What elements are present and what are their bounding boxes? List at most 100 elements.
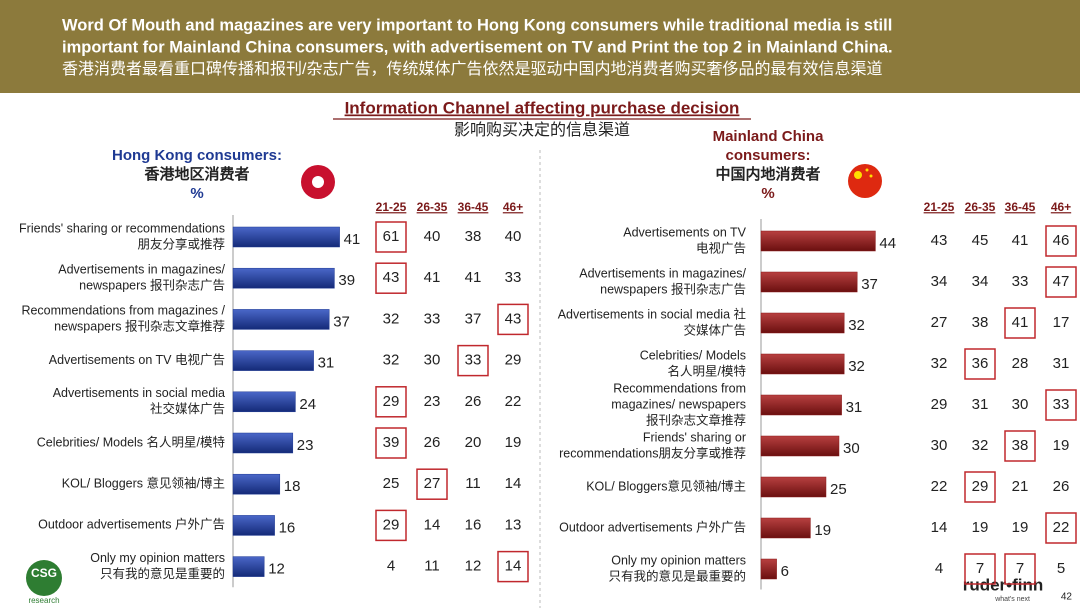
age-value: 34 xyxy=(972,273,989,290)
highlight-box xyxy=(375,221,407,253)
category-label: Advertisements in magazines/ xyxy=(579,266,746,280)
hk-flag xyxy=(301,165,335,199)
category-label: Celebrities/ Models 名人明星/模特 xyxy=(37,434,225,449)
age-value: 33 xyxy=(424,310,441,327)
bar xyxy=(232,350,314,371)
highlight-box xyxy=(375,427,407,459)
category-label: magazines/ newspapers xyxy=(611,397,746,411)
age-value: 26 xyxy=(465,393,482,410)
bar xyxy=(232,267,335,289)
age-value: 38 xyxy=(1012,437,1029,454)
age-value: 21 xyxy=(1012,478,1029,495)
value-label: 32 xyxy=(848,317,865,334)
age-value: 5 xyxy=(1057,560,1065,577)
age-value: 61 xyxy=(383,228,400,245)
category-label: 交媒体广告 xyxy=(683,322,746,337)
age-value: 13 xyxy=(505,516,522,533)
bar xyxy=(232,473,281,495)
tagline: what's next xyxy=(994,596,1030,603)
bar xyxy=(232,515,275,536)
highlight-box xyxy=(1045,512,1077,544)
age-value: 45 xyxy=(972,232,989,249)
age-value: 12 xyxy=(465,558,482,575)
bar xyxy=(760,435,840,457)
age-value: 31 xyxy=(1053,355,1070,372)
age-value: 30 xyxy=(424,352,441,369)
category-label: Advertisements in social media xyxy=(53,386,225,400)
value-label: 30 xyxy=(843,440,860,457)
highlight-box xyxy=(1045,389,1077,421)
category-label: 只有我的意见是重要的 xyxy=(100,566,225,581)
age-value: 29 xyxy=(383,393,400,410)
age-value: 7 xyxy=(976,560,984,577)
highlight-box xyxy=(1004,307,1036,339)
age-value: 30 xyxy=(1012,396,1029,413)
category-label: recommendations朋友分享或推荐 xyxy=(559,445,746,460)
value-label: 31 xyxy=(318,355,335,372)
category-label: Only my opinion matters xyxy=(90,551,225,565)
age-value: 33 xyxy=(505,269,522,286)
age-value: 19 xyxy=(1053,437,1070,454)
highlight-box xyxy=(457,344,489,377)
column-header: 46+ xyxy=(1051,200,1071,214)
header-band xyxy=(0,0,1080,93)
age-value: 14 xyxy=(424,516,441,533)
column-header: 21-25 xyxy=(924,200,955,214)
age-value: 32 xyxy=(383,310,400,327)
bar xyxy=(232,391,296,413)
age-value: 23 xyxy=(424,393,441,410)
category-label: 朋友分享或推荐 xyxy=(137,236,225,251)
category-label: Recommendations from magazines / xyxy=(21,304,225,318)
chart-title: Hong Kong consumers: xyxy=(112,147,282,164)
age-value: 31 xyxy=(972,396,989,413)
chart-title: % xyxy=(190,185,203,202)
page-number: 42 xyxy=(1061,592,1073,603)
category-label: newspapers 报刊杂志广告 xyxy=(79,277,225,292)
value-label: 41 xyxy=(344,231,361,248)
highlight-box xyxy=(964,348,996,380)
value-label: 24 xyxy=(299,396,316,413)
age-value: 36 xyxy=(972,355,989,372)
age-value: 11 xyxy=(465,475,481,492)
chart-title: consumers: xyxy=(725,147,810,164)
cn-flag xyxy=(848,164,882,198)
bar xyxy=(760,476,827,498)
age-value: 40 xyxy=(505,228,522,245)
highlight-box xyxy=(375,262,407,294)
age-value: 32 xyxy=(931,355,948,372)
highlight-box xyxy=(375,386,407,418)
header-line: 香港消费者最看重口碑传播和报刊/杂志广告，传统媒体广告依然是驱动中国内地消费者购… xyxy=(62,60,882,78)
age-value: 19 xyxy=(972,519,989,536)
value-label: 32 xyxy=(848,358,865,375)
age-value: 41 xyxy=(465,269,482,286)
bar xyxy=(760,558,777,580)
age-value: 38 xyxy=(972,314,989,331)
bar xyxy=(760,394,842,416)
bar xyxy=(760,230,876,252)
age-value: 11 xyxy=(424,558,440,575)
age-value: 34 xyxy=(931,273,948,290)
value-label: 25 xyxy=(830,481,847,498)
age-value: 26 xyxy=(1053,478,1070,495)
value-label: 37 xyxy=(333,313,350,330)
age-value: 22 xyxy=(931,478,948,495)
age-value: 46 xyxy=(1053,232,1070,249)
brand: ruder•finn xyxy=(963,575,1044,594)
highlight-box xyxy=(497,303,529,336)
value-label: 39 xyxy=(338,272,355,289)
age-value: 4 xyxy=(387,558,395,575)
age-value: 22 xyxy=(1053,519,1070,536)
header-line: important for Mainland China consumers, … xyxy=(62,38,893,56)
category-label: 只有我的意见是最重要的 xyxy=(608,568,746,583)
age-value: 29 xyxy=(931,396,948,413)
age-value: 29 xyxy=(972,478,989,495)
category-label: newspapers 报刊杂志文章推荐 xyxy=(54,319,225,334)
age-value: 7 xyxy=(1016,560,1024,577)
age-value: 39 xyxy=(383,434,400,451)
chart-title: 香港地区消费者 xyxy=(144,165,249,183)
column-header: 21-25 xyxy=(376,200,407,214)
highlight-box xyxy=(416,468,448,500)
value-label: 18 xyxy=(284,478,301,495)
value-label: 19 xyxy=(814,522,831,539)
logo-text: CSG xyxy=(31,566,57,580)
